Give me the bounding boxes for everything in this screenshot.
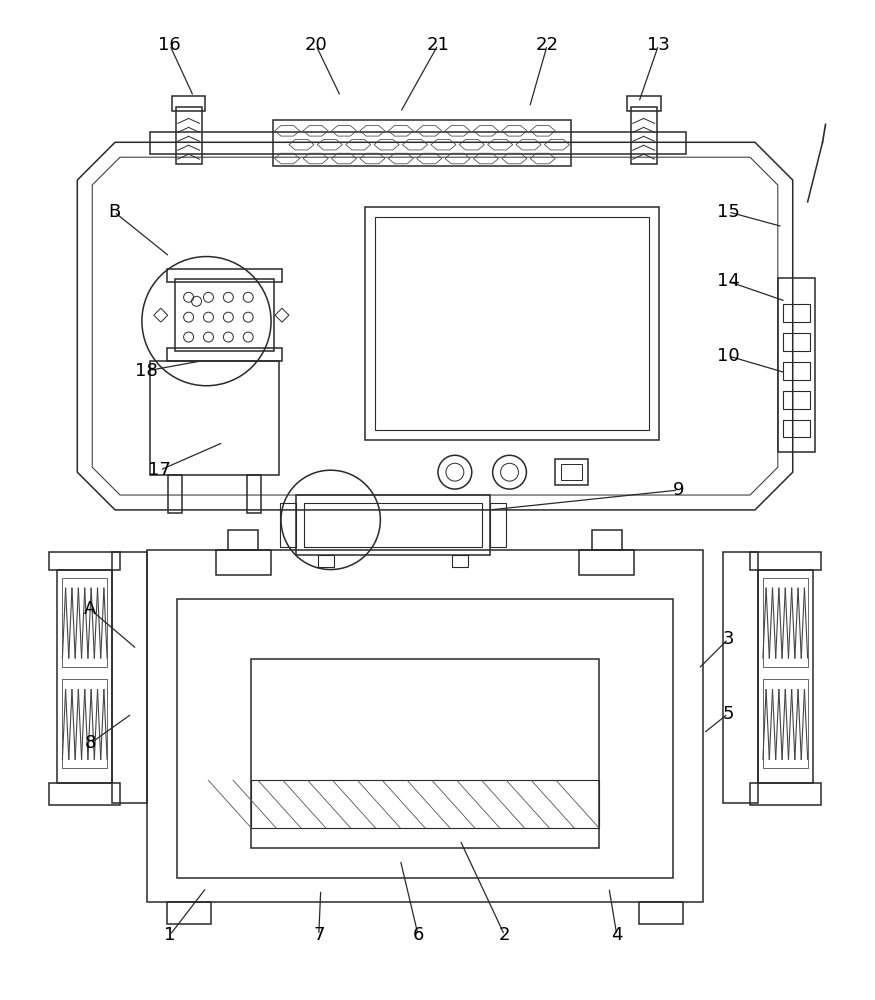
- Bar: [783, 304, 809, 322]
- Bar: [579, 550, 634, 575]
- Bar: [251, 780, 599, 828]
- Bar: [561, 464, 582, 480]
- Bar: [112, 552, 147, 803]
- Text: 22: 22: [536, 36, 559, 54]
- Text: 15: 15: [717, 203, 739, 221]
- Bar: [167, 348, 282, 361]
- Text: 3: 3: [723, 630, 734, 648]
- Bar: [783, 420, 809, 437]
- Text: 18: 18: [136, 362, 158, 380]
- Text: B: B: [108, 203, 120, 221]
- Bar: [50, 552, 120, 570]
- Bar: [783, 333, 809, 351]
- Bar: [248, 475, 261, 513]
- Text: 1: 1: [164, 926, 175, 944]
- Circle shape: [184, 312, 193, 322]
- Bar: [626, 96, 661, 111]
- Bar: [783, 362, 809, 380]
- Bar: [366, 207, 659, 440]
- Bar: [758, 570, 813, 783]
- Text: 16: 16: [158, 36, 181, 54]
- Bar: [783, 391, 809, 409]
- Bar: [723, 552, 758, 803]
- Bar: [150, 132, 686, 154]
- Bar: [167, 902, 212, 924]
- Bar: [167, 269, 282, 282]
- Text: 8: 8: [85, 734, 96, 752]
- Bar: [750, 552, 821, 570]
- Text: 13: 13: [648, 36, 670, 54]
- Bar: [168, 475, 182, 513]
- Bar: [304, 503, 482, 547]
- Circle shape: [184, 292, 193, 302]
- Text: 6: 6: [412, 926, 424, 944]
- Bar: [763, 679, 808, 768]
- Circle shape: [184, 332, 193, 342]
- Bar: [296, 495, 490, 555]
- Bar: [318, 555, 333, 567]
- Circle shape: [223, 332, 234, 342]
- Text: A: A: [84, 600, 96, 618]
- Bar: [490, 503, 506, 547]
- Bar: [639, 902, 683, 924]
- Bar: [750, 783, 821, 805]
- Text: 7: 7: [313, 926, 325, 944]
- Text: 9: 9: [673, 481, 684, 499]
- Text: 21: 21: [426, 36, 450, 54]
- Circle shape: [204, 292, 213, 302]
- Bar: [452, 555, 468, 567]
- Bar: [778, 278, 815, 452]
- Text: 10: 10: [717, 347, 739, 365]
- Circle shape: [204, 332, 213, 342]
- Text: 20: 20: [304, 36, 327, 54]
- Bar: [175, 279, 274, 351]
- Bar: [556, 459, 588, 485]
- Bar: [150, 361, 279, 475]
- Text: 14: 14: [717, 272, 739, 290]
- Bar: [176, 107, 201, 164]
- Bar: [228, 530, 258, 550]
- Bar: [147, 550, 704, 902]
- Bar: [58, 570, 112, 783]
- Circle shape: [223, 312, 234, 322]
- Bar: [172, 96, 206, 111]
- Bar: [216, 550, 271, 575]
- Bar: [50, 783, 120, 805]
- Circle shape: [223, 292, 234, 302]
- Bar: [592, 530, 622, 550]
- Bar: [375, 217, 648, 430]
- Bar: [273, 120, 571, 166]
- Circle shape: [204, 312, 213, 322]
- Bar: [280, 503, 296, 547]
- Circle shape: [243, 292, 253, 302]
- Bar: [763, 578, 808, 667]
- Circle shape: [243, 332, 253, 342]
- Bar: [62, 679, 107, 768]
- Text: 2: 2: [499, 926, 510, 944]
- Bar: [177, 599, 674, 878]
- Bar: [631, 107, 656, 164]
- Bar: [62, 578, 107, 667]
- Circle shape: [243, 312, 253, 322]
- Text: 17: 17: [149, 461, 172, 479]
- Text: 4: 4: [611, 926, 623, 944]
- Bar: [251, 659, 599, 848]
- Text: 5: 5: [723, 705, 734, 723]
